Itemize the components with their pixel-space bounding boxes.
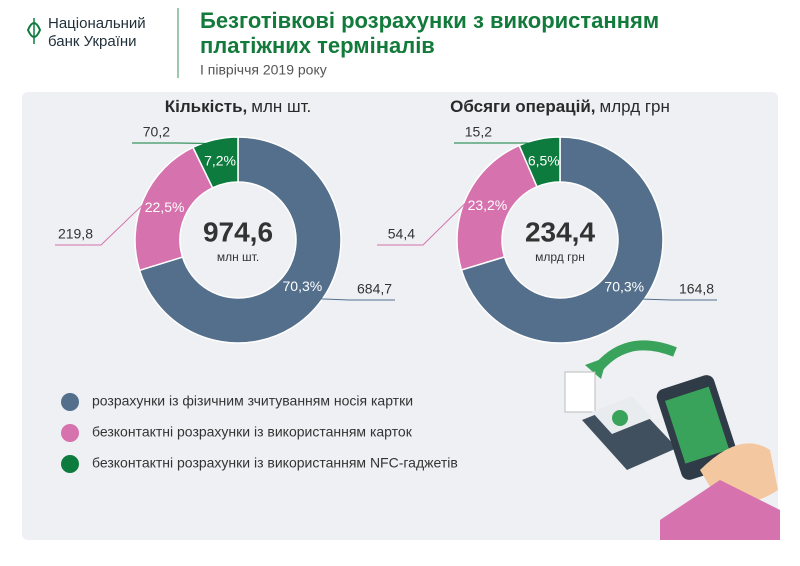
illustration [564,340,780,540]
title: платіжних терміналів [200,33,435,58]
donut-slice [191,136,239,189]
title: Безготівкові розрахунки з використанням [200,8,659,33]
sleeve [660,480,780,540]
logo-icon [26,22,42,38]
legend-marker [61,455,79,473]
leader-line [317,298,395,301]
total-unit: млн шт. [217,250,259,264]
total-label: 974,6 [203,216,273,247]
donut-slice [138,136,342,344]
value-label: 164,8 [679,281,714,297]
leader-line [377,197,471,246]
percent-label: 70,3% [283,278,323,294]
subtitle: І півріччя 2019 року [200,62,327,78]
chart-unit: млрд грн [600,97,670,116]
chart-title: Обсяги операцій, млрд грн [450,97,670,116]
percent-label: 7,2% [204,153,236,169]
total-unit: млрд грн [535,250,585,264]
donut-slice [134,146,214,272]
percent-label: 6,5% [528,152,560,168]
phone-screen [665,386,730,464]
legend-label: розрахунки із фізичним зчитуванням носія… [92,393,413,409]
legend-marker [61,424,79,442]
logo-text: банк України [48,33,137,50]
receipt [564,371,596,413]
arrow [585,357,607,379]
logo-text: Національний [48,15,146,32]
percent-label: 23,2% [468,197,508,213]
donut-slice [460,136,664,344]
leader-line [55,200,148,246]
legend-marker [61,393,79,411]
leader-line [639,298,717,301]
value-label: 54,4 [388,226,415,242]
value-label: 70,2 [143,124,170,140]
terminal-check [612,410,628,426]
total-label: 234,4 [525,216,595,247]
percent-label: 22,5% [145,199,185,215]
value-label: 15,2 [465,124,492,140]
value-label: 219,8 [58,226,93,242]
chart-title: Кількість, млн шт. [165,97,312,116]
value-label: 684,7 [357,281,392,297]
legend-label: безконтактні розрахунки із використанням… [92,455,458,471]
chart-unit: млн шт. [251,97,311,116]
logo: Національний банк України [26,15,146,50]
chart-title: Кількість, [165,97,248,116]
donut-slice [518,136,561,188]
chart-title: Обсяги операцій, [450,97,595,116]
leader-line [132,142,216,145]
panel [22,92,778,540]
legend-label: безконтактні розрахунки із використанням… [92,424,413,440]
percent-label: 70,3% [604,278,644,294]
